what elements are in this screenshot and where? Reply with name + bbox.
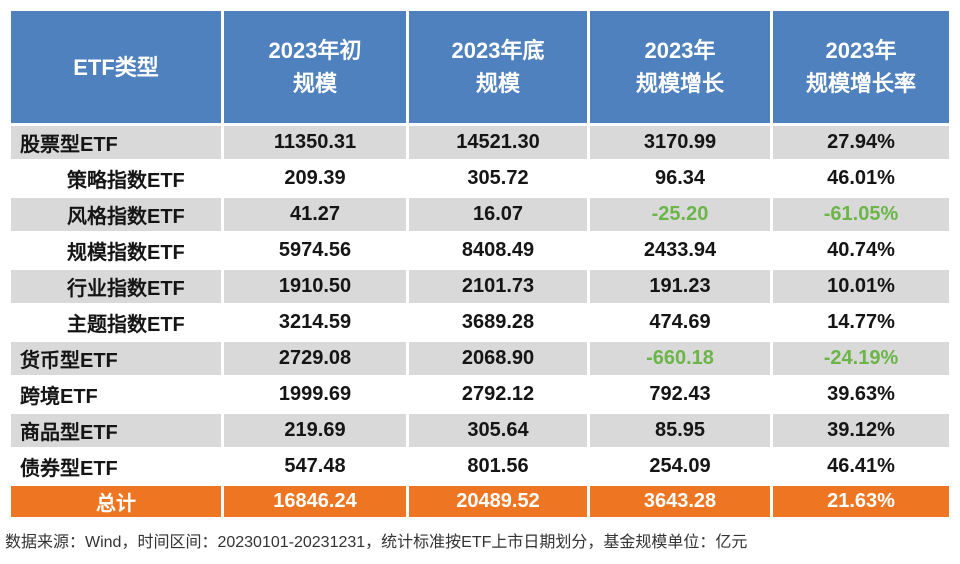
total-row: 总计 16846.24 20489.52 3643.28 21.63% — [11, 486, 949, 517]
start-scale-cell: 547.48 — [224, 450, 406, 483]
growth-cell: -660.18 — [590, 342, 770, 375]
etf-type-cell: 股票型ETF — [11, 126, 221, 159]
footnote: 数据来源：Wind，时间区间：20230101-20231231，统计标准按ET… — [5, 534, 748, 551]
start-scale-cell: 3214.59 — [224, 306, 406, 339]
table-row: 规模指数ETF 5974.56 8408.49 2433.94 40.74% — [11, 234, 949, 267]
table-row: 策略指数ETF 209.39 305.72 96.34 46.01% — [11, 162, 949, 195]
start-scale-cell: 1999.69 — [224, 378, 406, 411]
growth-cell: 191.23 — [590, 270, 770, 303]
start-scale-cell: 5974.56 — [224, 234, 406, 267]
growth-cell: 3170.99 — [590, 126, 770, 159]
total-growth-rate-cell: 21.63% — [773, 486, 949, 517]
growth-cell: 474.69 — [590, 306, 770, 339]
etf-type-cell: 行业指数ETF — [11, 270, 221, 303]
start-scale-cell: 41.27 — [224, 198, 406, 231]
start-scale-cell: 1910.50 — [224, 270, 406, 303]
growth-rate-cell: 46.41% — [773, 450, 949, 483]
table-row: 主题指数ETF 3214.59 3689.28 474.69 14.77% — [11, 306, 949, 339]
table-row: 风格指数ETF 41.27 16.07 -25.20 -61.05% — [11, 198, 949, 231]
end-scale-cell: 2101.73 — [409, 270, 587, 303]
header-scale-growth-rate: 2023年 规模增长率 — [773, 11, 949, 123]
table-row: 商品型ETF 219.69 305.64 85.95 39.12% — [11, 414, 949, 447]
header-etf-type: ETF类型 — [11, 11, 221, 123]
total-end-scale-cell: 20489.52 — [409, 486, 587, 517]
growth-cell: 2433.94 — [590, 234, 770, 267]
end-scale-cell: 3689.28 — [409, 306, 587, 339]
header-start-scale: 2023年初 规模 — [224, 11, 406, 123]
total-label-cell: 总计 — [11, 486, 221, 517]
table-row: 跨境ETF 1999.69 2792.12 792.43 39.63% — [11, 378, 949, 411]
start-scale-cell: 219.69 — [224, 414, 406, 447]
end-scale-cell: 801.56 — [409, 450, 587, 483]
growth-cell: 85.95 — [590, 414, 770, 447]
end-scale-cell: 2792.12 — [409, 378, 587, 411]
growth-rate-cell: 10.01% — [773, 270, 949, 303]
end-scale-cell: 305.72 — [409, 162, 587, 195]
end-scale-cell: 305.64 — [409, 414, 587, 447]
growth-rate-cell: 27.94% — [773, 126, 949, 159]
growth-rate-cell: -61.05% — [773, 198, 949, 231]
start-scale-cell: 11350.31 — [224, 126, 406, 159]
growth-cell: 96.34 — [590, 162, 770, 195]
growth-rate-cell: -24.19% — [773, 342, 949, 375]
header-row: ETF类型 2023年初 规模 2023年底 规模 2023年 规模增长 202… — [11, 11, 949, 123]
end-scale-cell: 14521.30 — [409, 126, 587, 159]
total-start-scale-cell: 16846.24 — [224, 486, 406, 517]
growth-cell: 254.09 — [590, 450, 770, 483]
growth-rate-cell: 39.63% — [773, 378, 949, 411]
table-row: 股票型ETF 11350.31 14521.30 3170.99 27.94% — [11, 126, 949, 159]
end-scale-cell: 16.07 — [409, 198, 587, 231]
etf-scale-table: ETF类型 2023年初 规模 2023年底 规模 2023年 规模增长 202… — [8, 8, 952, 520]
start-scale-cell: 2729.08 — [224, 342, 406, 375]
growth-rate-cell: 40.74% — [773, 234, 949, 267]
table-row: 债券型ETF 547.48 801.56 254.09 46.41% — [11, 450, 949, 483]
page: ETF类型 2023年初 规模 2023年底 规模 2023年 规模增长 202… — [5, 8, 952, 551]
end-scale-cell: 8408.49 — [409, 234, 587, 267]
etf-type-cell: 规模指数ETF — [11, 234, 221, 267]
etf-type-cell: 风格指数ETF — [11, 198, 221, 231]
growth-cell: -25.20 — [590, 198, 770, 231]
etf-type-cell: 策略指数ETF — [11, 162, 221, 195]
growth-rate-cell: 14.77% — [773, 306, 949, 339]
header-end-scale: 2023年底 规模 — [409, 11, 587, 123]
etf-type-cell: 主题指数ETF — [11, 306, 221, 339]
table-row: 货币型ETF 2729.08 2068.90 -660.18 -24.19% — [11, 342, 949, 375]
growth-rate-cell: 39.12% — [773, 414, 949, 447]
etf-type-cell: 货币型ETF — [11, 342, 221, 375]
total-growth-cell: 3643.28 — [590, 486, 770, 517]
growth-rate-cell: 46.01% — [773, 162, 949, 195]
table-row: 行业指数ETF 1910.50 2101.73 191.23 10.01% — [11, 270, 949, 303]
end-scale-cell: 2068.90 — [409, 342, 587, 375]
etf-type-cell: 商品型ETF — [11, 414, 221, 447]
start-scale-cell: 209.39 — [224, 162, 406, 195]
etf-type-cell: 跨境ETF — [11, 378, 221, 411]
etf-type-cell: 债券型ETF — [11, 450, 221, 483]
growth-cell: 792.43 — [590, 378, 770, 411]
header-scale-growth: 2023年 规模增长 — [590, 11, 770, 123]
